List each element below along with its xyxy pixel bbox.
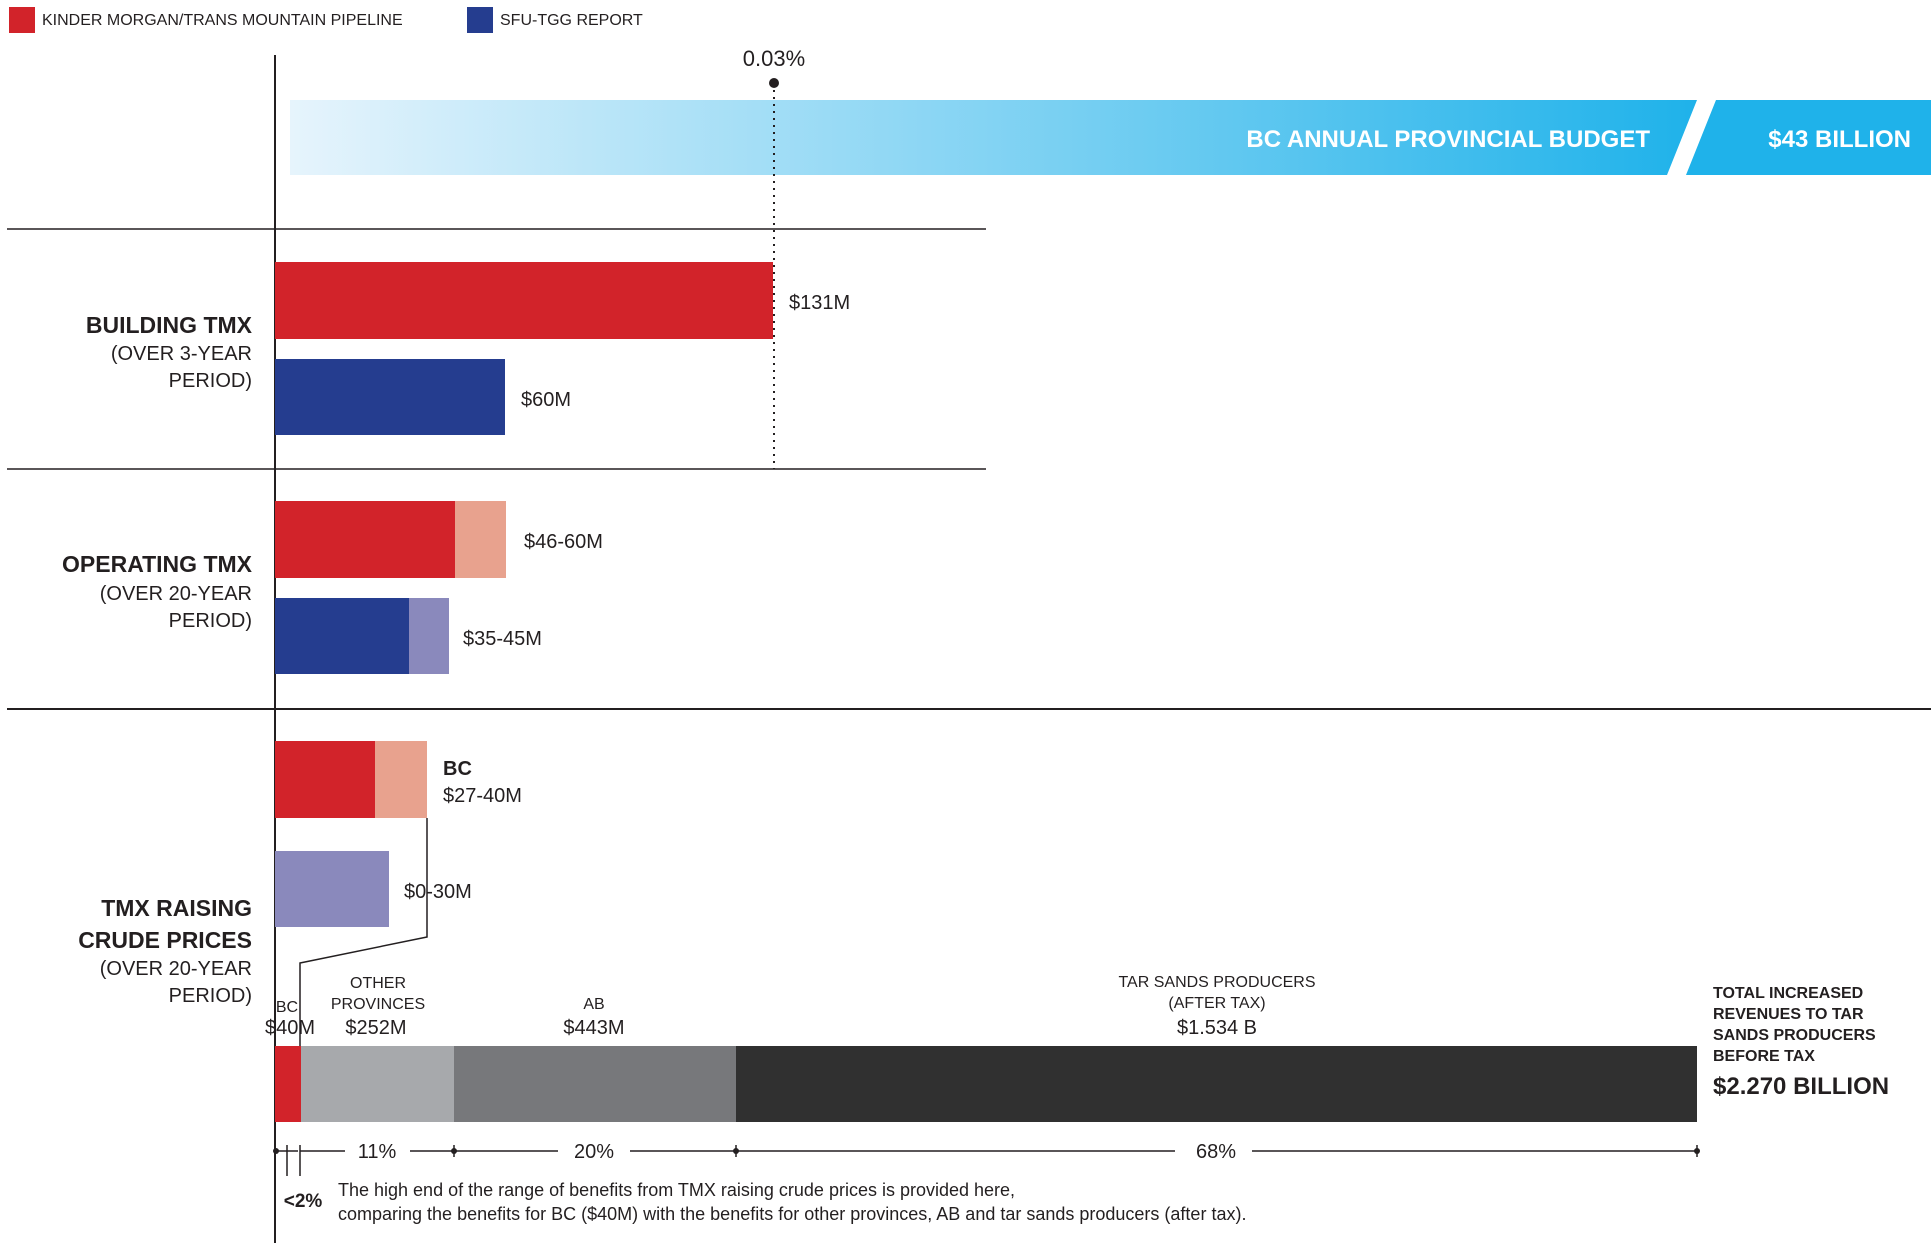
segment-tar-sands <box>736 1046 1697 1122</box>
footnote-line1: The high end of the range of benefits fr… <box>338 1180 1015 1200</box>
dist-other-name1: OTHER <box>350 975 406 992</box>
crude-title1: TMX RAISING <box>101 895 252 921</box>
total-block: TOTAL INCREASED REVENUES TO TAR SANDS PR… <box>1713 985 1889 1100</box>
budget-label: BC ANNUAL PROVINCIAL BUDGET <box>1246 126 1650 153</box>
operating-title: OPERATING TMX <box>62 551 253 577</box>
segment-bc <box>275 1046 301 1122</box>
distribution-bar <box>275 1046 1697 1122</box>
dist-other-name2: PROVINCES <box>331 996 425 1013</box>
label-crude-bc-title: BC <box>443 758 472 780</box>
percent-ab: 20% <box>574 1141 614 1163</box>
percent-scale-dots <box>273 1148 1700 1154</box>
scale-dot-ab <box>451 1148 457 1154</box>
bar-crude-km <box>275 741 375 818</box>
legend-label-sfu: SFU-TGG REPORT <box>500 12 643 29</box>
percent-tar: 68% <box>1196 1141 1236 1163</box>
percent-bc: <2% <box>284 1191 323 1212</box>
dist-other-value: $252M <box>345 1017 406 1039</box>
budget-marker-label: 0.03% <box>743 46 805 71</box>
segment-ab <box>454 1046 736 1122</box>
section-operating-header: OPERATING TMX (OVER 20-YEAR PERIOD) <box>62 551 253 632</box>
bar-operating-km-range <box>455 501 506 578</box>
bar-operating-km <box>275 501 455 578</box>
budget-value: $43 BILLION <box>1768 126 1911 153</box>
total-line1: TOTAL INCREASED <box>1713 985 1863 1002</box>
crude-sub1: (OVER 20-YEAR <box>100 958 252 980</box>
section-building-header: BUILDING TMX (OVER 3-YEAR PERIOD) <box>86 312 253 392</box>
total-value: $2.270 BILLION <box>1713 1073 1889 1100</box>
budget-band: BC ANNUAL PROVINCIAL BUDGET $43 BILLION … <box>290 46 1931 469</box>
bar-operating-sfu <box>275 598 409 674</box>
total-line4: BEFORE TAX <box>1713 1048 1815 1065</box>
budget-value-box <box>1686 100 1931 175</box>
percent-scale <box>278 1145 1698 1176</box>
operating-sub2: PERIOD) <box>169 610 252 632</box>
legend: KINDER MORGAN/TRANS MOUNTAIN PIPELINE SF… <box>9 7 643 33</box>
percent-other: 11% <box>358 1141 397 1163</box>
bar-operating-sfu-range <box>409 598 449 674</box>
legend-swatch-km <box>9 7 35 33</box>
scale-dot-start <box>273 1148 279 1154</box>
label-crude-sfu: $0-30M <box>404 881 472 903</box>
operating-sub1: (OVER 20-YEAR <box>100 583 252 605</box>
label-operating-sfu: $35-45M <box>463 628 542 650</box>
dist-tar-name2: (AFTER TAX) <box>1168 995 1265 1012</box>
dist-ab-name: AB <box>583 996 604 1013</box>
scale-dot-tar <box>733 1148 739 1154</box>
bar-building-km <box>275 262 773 339</box>
budget-bar <box>290 100 1697 175</box>
label-crude-bc-value: $27-40M <box>443 785 522 807</box>
bar-building-sfu <box>275 359 505 435</box>
dist-bc-name: BC <box>276 999 298 1016</box>
segment-other-provinces <box>301 1046 454 1122</box>
building-sub1: (OVER 3-YEAR <box>111 343 252 365</box>
footnote-line2: comparing the benefits for BC ($40M) wit… <box>338 1204 1246 1224</box>
section-crude-header: TMX RAISING CRUDE PRICES (OVER 20-YEAR P… <box>78 895 252 1007</box>
label-operating-km: $46-60M <box>524 531 603 553</box>
building-title: BUILDING TMX <box>86 312 253 338</box>
dist-bc-value: $40M <box>265 1017 315 1039</box>
total-line3: SANDS PRODUCERS <box>1713 1027 1876 1044</box>
legend-swatch-sfu <box>467 7 493 33</box>
scale-dot-end <box>1694 1148 1700 1154</box>
crude-title2: CRUDE PRICES <box>78 927 252 953</box>
dist-tar-name1: TAR SANDS PRODUCERS <box>1118 974 1315 991</box>
legend-label-km: KINDER MORGAN/TRANS MOUNTAIN PIPELINE <box>42 12 403 29</box>
bar-crude-sfu-range <box>275 851 389 927</box>
label-building-sfu: $60M <box>521 389 571 411</box>
crude-sub2: PERIOD) <box>169 985 252 1007</box>
dist-ab-value: $443M <box>563 1017 624 1039</box>
total-line2: REVENUES TO TAR <box>1713 1006 1864 1023</box>
building-sub2: PERIOD) <box>169 370 252 392</box>
bar-crude-km-range <box>375 741 427 818</box>
connector-line <box>299 818 428 1046</box>
label-building-km: $131M <box>789 292 850 314</box>
dist-tar-value: $1.534 B <box>1177 1017 1257 1039</box>
